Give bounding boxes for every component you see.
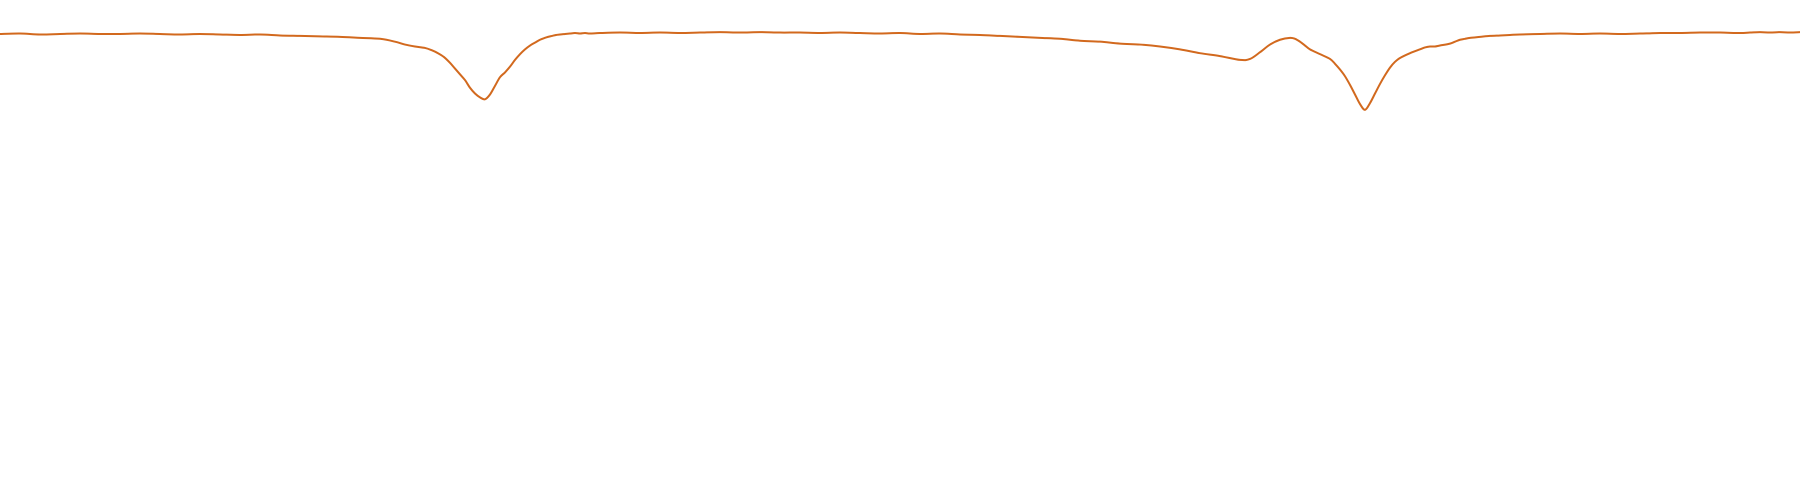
series-line-spectrum (0, 31, 1800, 111)
